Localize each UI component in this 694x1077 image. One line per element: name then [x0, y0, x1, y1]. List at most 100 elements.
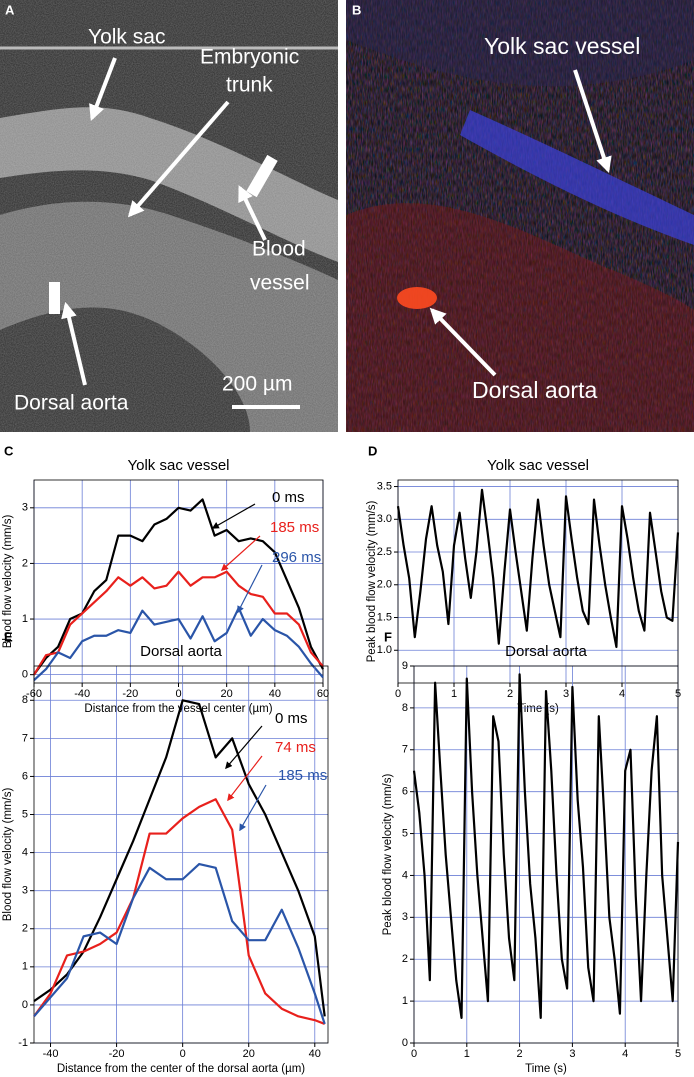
x-tick-label: 3 [563, 688, 569, 700]
plot-frame [397, 479, 679, 684]
x-tick-label: 0 [180, 1048, 186, 1060]
y-tick-label: 8 [22, 694, 28, 706]
y-tick-label: 0 [22, 669, 28, 681]
dorsal-aorta-spot [397, 287, 437, 309]
panel-label: A [5, 2, 15, 17]
chart-title: Dorsal aorta [505, 643, 587, 660]
series-label: 0 ms [275, 710, 308, 727]
y-tick-label: 6 [22, 770, 28, 782]
y-tick-label: -1 [18, 1037, 28, 1049]
image-label: vessel [250, 272, 310, 295]
y-tick-label: 4 [22, 847, 28, 859]
y-tick-label: 0 [22, 999, 28, 1011]
upper-region [346, 0, 694, 87]
x-tick-label: -20 [122, 688, 138, 700]
x-tick-label: 0 [175, 688, 181, 700]
x-tick-label: 40 [309, 1048, 321, 1060]
data-line [412, 673, 680, 1019]
y-tick-label: 2 [402, 953, 408, 965]
y-axis-label: Blood flow velocity (mm/s) [2, 515, 14, 649]
annotation-arrow [211, 503, 256, 529]
image-label: Embryonic [200, 46, 299, 69]
x-tick-label: 60 [317, 688, 329, 700]
x-tick-label: 5 [675, 1048, 681, 1060]
image-b: B Yolk sac vessel Dorsal aorta [346, 0, 694, 432]
annotation-arrow [225, 725, 263, 770]
data-line [33, 862, 326, 1025]
y-tick-label: 3.5 [377, 480, 392, 492]
annotation-arrow [237, 564, 263, 614]
scale-label: 200 µm [222, 373, 292, 396]
panel-label: D [368, 443, 377, 458]
y-tick-label: 3 [22, 885, 28, 897]
y-axis-label: Peak blood flow velocity (mm/s) [366, 500, 378, 662]
y-tick-label: 6 [402, 786, 408, 798]
arrow [573, 69, 612, 174]
image-label: Yolk sac [88, 26, 165, 49]
x-axis-label: Distance from the vessel center (µm) [84, 703, 272, 715]
x-tick-label: -20 [109, 1048, 125, 1060]
y-axis-label: Blood flow velocity (mm/s) [2, 788, 14, 922]
x-tick-label: 20 [243, 1048, 255, 1060]
panel-label: F [384, 629, 392, 644]
image-label: Dorsal aorta [472, 377, 597, 403]
arrows [429, 69, 612, 377]
x-tick-label: 2 [507, 688, 513, 700]
data-line [33, 570, 324, 676]
x-tick-label: 40 [269, 688, 281, 700]
y-tick-label: 3 [22, 502, 28, 514]
arrow [238, 185, 267, 241]
image-a: A Yolk sac Embryonic trunk Blood vessel … [0, 0, 338, 432]
speckle [0, 0, 338, 432]
y-tick-label: 7 [22, 732, 28, 744]
x-tick-label: 4 [622, 1048, 628, 1060]
annotation-arrow [239, 784, 267, 832]
x-tick-label: -40 [74, 688, 90, 700]
panel-label: B [352, 2, 361, 17]
series-label: 74 ms [275, 739, 316, 756]
y-tick-label: 0 [402, 1037, 408, 1049]
y-tick-label: 2 [22, 557, 28, 569]
chart-title: Yolk sac vessel [487, 457, 589, 474]
x-axis-label: Distance from the center of the dorsal a… [57, 1063, 305, 1075]
x-tick-label: 1 [451, 688, 457, 700]
annotation-arrow [220, 535, 261, 571]
x-axis-label: Time (s) [517, 703, 559, 715]
series-label: 185 ms [270, 519, 319, 536]
y-tick-label: 2 [22, 923, 28, 935]
x-axis-label: Time (s) [525, 1063, 567, 1075]
panel-label: E [4, 629, 13, 644]
series-label: 185 ms [278, 767, 327, 784]
image-label: Yolk sac vessel [484, 33, 640, 59]
yolk-sac-vessel [460, 110, 694, 245]
x-tick-label: 0 [395, 688, 401, 700]
image-label: Dorsal aorta [14, 392, 129, 415]
y-tick-label: 2.5 [377, 546, 392, 558]
x-tick-label: 0 [411, 1048, 417, 1060]
y-tick-label: 3 [402, 911, 408, 923]
aorta-marker [49, 282, 60, 314]
y-tick-label: 1.0 [377, 644, 392, 656]
arrow [89, 57, 117, 121]
y-tick-label: 4 [402, 869, 408, 881]
y-tick-label: 5 [22, 808, 28, 820]
y-tick-label: 9 [402, 660, 408, 672]
x-tick-label: 4 [619, 688, 625, 700]
y-tick-label: 7 [402, 744, 408, 756]
red-tissue [346, 203, 694, 432]
chart-title: Yolk sac vessel [128, 457, 230, 474]
x-tick-label: 1 [464, 1048, 470, 1060]
x-tick-label: 2 [517, 1048, 523, 1060]
data-line [33, 798, 326, 1025]
x-tick-label: 3 [569, 1048, 575, 1060]
vessel-marker [246, 154, 278, 198]
y-tick-label: 8 [402, 702, 408, 714]
plot-frame [33, 665, 329, 1044]
y-tick-label: 2.0 [377, 579, 392, 591]
y-tick-label: 1 [402, 995, 408, 1007]
y-tick-label: 1 [22, 961, 28, 973]
x-tick-label: -40 [43, 1048, 59, 1060]
arrow [127, 100, 230, 218]
y-tick-label: 3.0 [377, 513, 392, 525]
